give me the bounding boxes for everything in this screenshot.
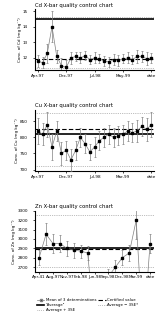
- Text: Cu X-bar quality control chart: Cu X-bar quality control chart: [35, 103, 113, 108]
- Y-axis label: Conc. of Zn (mg kg⁻¹): Conc. of Zn (mg kg⁻¹): [12, 219, 16, 264]
- Text: Zn X-bar quality control chart: Zn X-bar quality control chart: [35, 204, 113, 209]
- Y-axis label: Conc. of Cd (mg kg⁻¹): Conc. of Cd (mg kg⁻¹): [17, 18, 21, 62]
- Text: Cd X-bar quality control chart: Cd X-bar quality control chart: [35, 3, 113, 8]
- Y-axis label: Conc. of Cu (mg kg⁻¹): Conc. of Cu (mg kg⁻¹): [15, 118, 19, 163]
- Legend: Mean of 3 determinations, "Average", Average + 3SE, Certified value, Average − 3: Mean of 3 determinations, "Average", Ave…: [35, 296, 140, 314]
